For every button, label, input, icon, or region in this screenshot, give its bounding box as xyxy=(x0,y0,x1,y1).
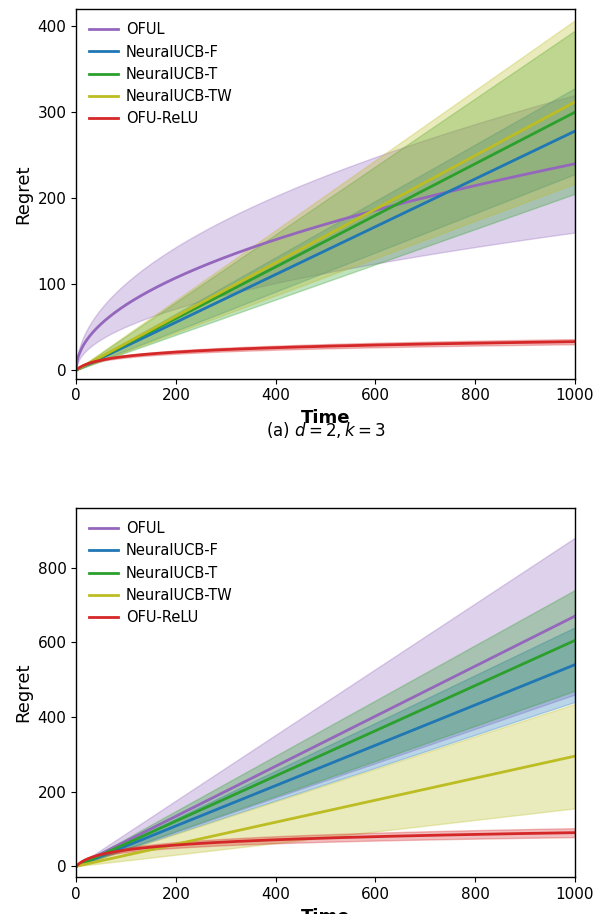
Y-axis label: Regret: Regret xyxy=(14,663,32,722)
Legend: OFUL, NeuralUCB-F, NeuralUCB-T, NeuralUCB-TW, OFU-ReLU: OFUL, NeuralUCB-F, NeuralUCB-T, NeuralUC… xyxy=(83,515,238,631)
Y-axis label: Regret: Regret xyxy=(14,165,32,224)
Text: (a) $d = 2, k = 3$: (a) $d = 2, k = 3$ xyxy=(266,420,385,440)
X-axis label: Time: Time xyxy=(301,908,350,914)
Legend: OFUL, NeuralUCB-F, NeuralUCB-T, NeuralUCB-TW, OFU-ReLU: OFUL, NeuralUCB-F, NeuralUCB-T, NeuralUC… xyxy=(83,16,238,133)
X-axis label: Time: Time xyxy=(301,409,350,427)
